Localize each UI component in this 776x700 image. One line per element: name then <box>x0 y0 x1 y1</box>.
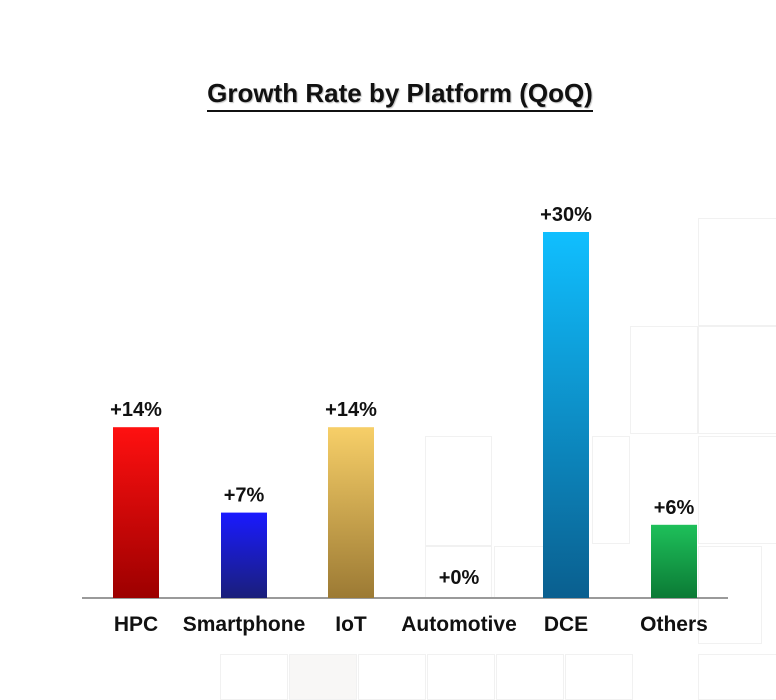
labels-group: +14% HPC +7% Smartphone +14% IoT +0% Automotive… <box>110 204 708 636</box>
background-tile <box>698 546 762 644</box>
data-label-dce: +30% <box>540 204 592 226</box>
background-tile <box>630 326 698 434</box>
data-label-others: +6% <box>654 497 695 519</box>
background-tile <box>496 654 564 700</box>
chart-title: Growth Rate by Platform (QoQ) <box>0 78 776 112</box>
category-label-dce: DCE <box>544 613 588 636</box>
background-tile <box>220 654 288 700</box>
data-label-smartphone: +7% <box>224 485 265 507</box>
background-tile <box>698 326 776 434</box>
bar-iot <box>328 427 374 598</box>
chart-title-text: Growth Rate by Platform (QoQ) <box>207 78 593 112</box>
bar-hpc <box>113 427 159 598</box>
background-tile <box>425 436 492 546</box>
bars-group <box>113 232 697 598</box>
background-tile <box>698 218 776 326</box>
bar-smartphone <box>221 512 267 598</box>
data-label-hpc: +14% <box>110 399 162 421</box>
bar-others <box>651 524 697 598</box>
background-tile <box>698 654 776 700</box>
background-tile <box>427 654 495 700</box>
data-label-iot: +14% <box>325 399 377 421</box>
category-label-smartphone: Smartphone <box>183 613 306 636</box>
bar-dce <box>543 232 589 598</box>
category-label-iot: IoT <box>335 613 367 636</box>
background-tile <box>592 436 630 544</box>
data-label-automotive: +0% <box>439 567 480 589</box>
background-tile <box>698 436 776 544</box>
category-label-others: Others <box>640 613 708 636</box>
category-label-hpc: HPC <box>114 613 158 636</box>
background-tile <box>565 654 633 700</box>
category-label-automotive: Automotive <box>401 613 517 636</box>
background-tile <box>494 546 544 598</box>
background-tile <box>289 654 357 700</box>
